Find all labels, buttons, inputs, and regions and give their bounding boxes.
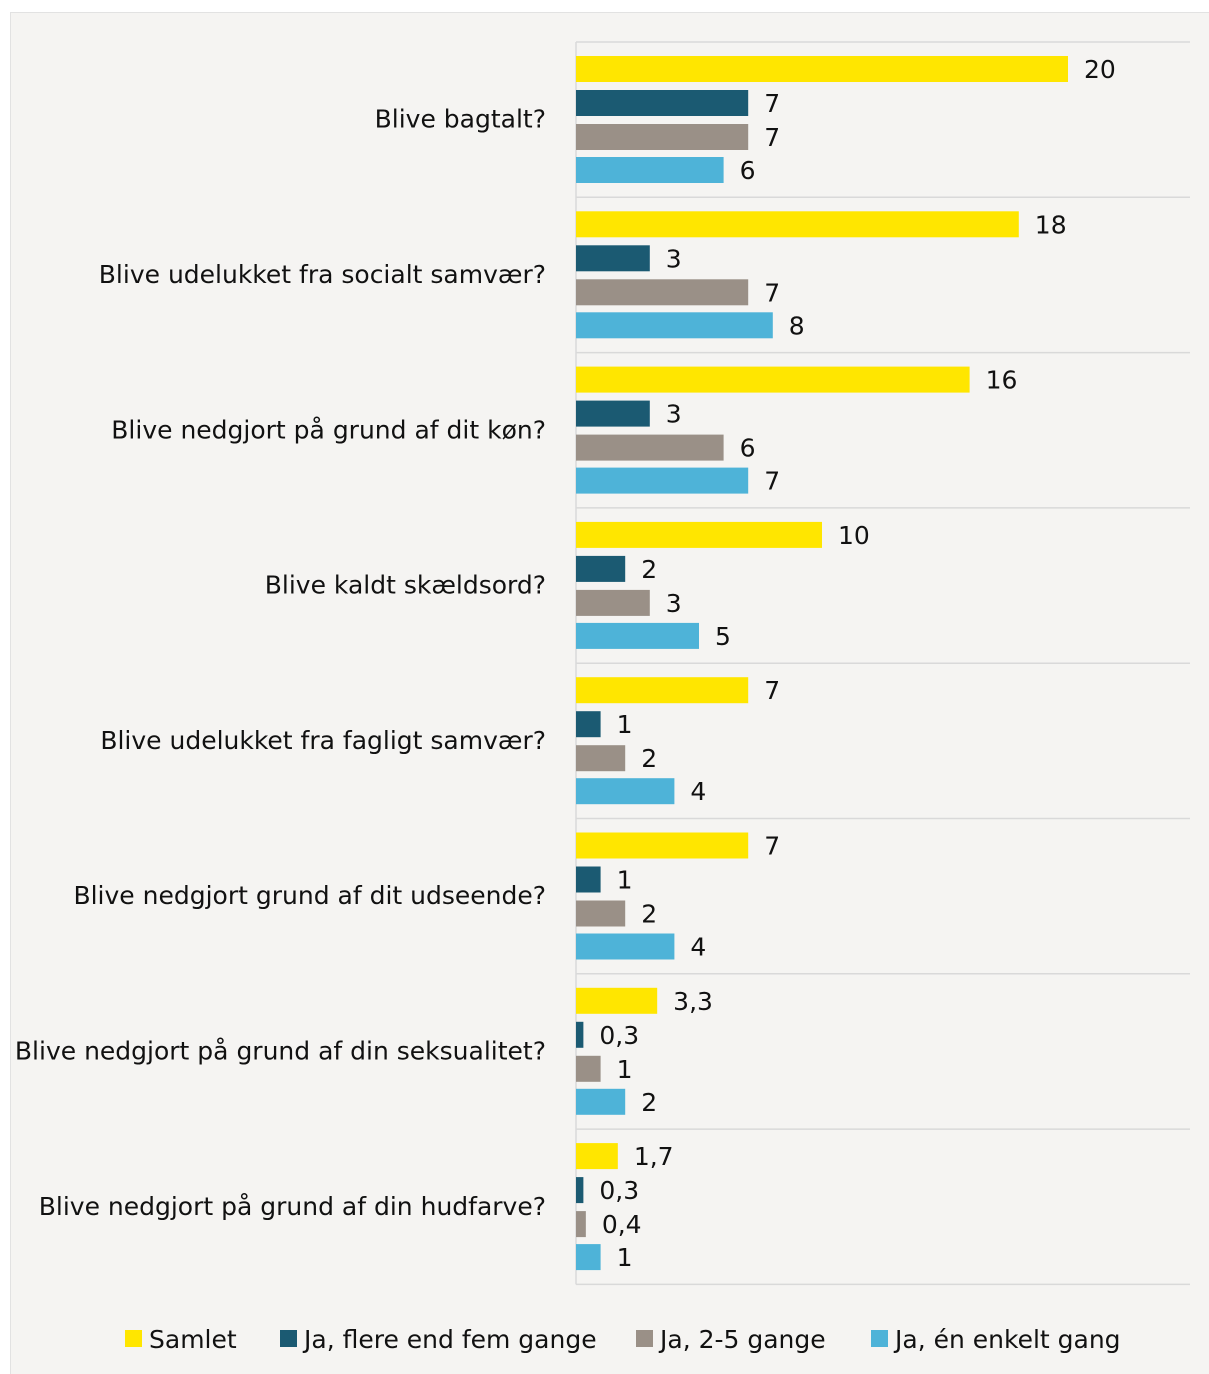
bar [576, 400, 650, 427]
data-label: 2 [641, 900, 657, 929]
bar [576, 900, 626, 927]
data-label: 1,7 [634, 1142, 674, 1171]
legend-swatch [636, 1330, 653, 1347]
data-label: 7 [764, 278, 780, 307]
category-label: Blive bagtalt? [375, 105, 546, 134]
data-label: 7 [764, 123, 780, 152]
bar [576, 1244, 601, 1271]
bar [576, 677, 749, 704]
bar [576, 366, 970, 393]
data-label: 1 [617, 1243, 633, 1272]
bar [576, 589, 650, 616]
data-label: 7 [764, 89, 780, 118]
data-label: 3 [666, 244, 682, 273]
legend-swatch [125, 1330, 142, 1347]
data-label: 8 [789, 311, 805, 340]
data-label: 3 [666, 400, 682, 429]
bar [576, 778, 675, 805]
legend-label: Ja, flere end fem gange [302, 1325, 597, 1354]
data-label: 20 [1084, 55, 1116, 84]
bar [576, 745, 626, 772]
legend-label: Samlet [149, 1325, 237, 1354]
data-label: 2 [641, 1088, 657, 1117]
data-label: 6 [740, 156, 756, 185]
bar [576, 124, 749, 150]
data-label: 2 [641, 555, 657, 584]
data-label: 7 [764, 676, 780, 705]
data-label: 18 [1035, 210, 1067, 239]
bar [576, 832, 749, 859]
category-label: Blive nedgjort på grund af dit køn? [111, 415, 546, 444]
data-label: 6 [740, 434, 756, 463]
data-label: 7 [764, 467, 780, 496]
data-label: 10 [838, 521, 870, 550]
bar [576, 1055, 601, 1082]
category-label: Blive nedgjort på grund af din seksualit… [15, 1036, 546, 1065]
bar [576, 1021, 584, 1048]
bar [576, 312, 773, 339]
bar [576, 211, 1019, 238]
data-label: 0,4 [602, 1210, 642, 1239]
data-label: 4 [690, 933, 706, 962]
bar [576, 1088, 626, 1115]
category-label: Blive nedgjort grund af dit udseende? [73, 881, 546, 910]
data-label: 1 [617, 866, 633, 895]
bar [576, 279, 749, 306]
data-label: 4 [690, 777, 706, 806]
bar [576, 1143, 618, 1170]
bar [576, 622, 699, 649]
bar [576, 933, 675, 960]
data-label: 3 [666, 589, 682, 618]
data-label: 16 [986, 366, 1018, 395]
data-label: 0,3 [599, 1021, 639, 1050]
category-label: Blive kaldt skældsord? [265, 571, 546, 600]
bar [576, 157, 724, 183]
data-label: 1 [617, 1055, 633, 1084]
data-label: 2 [641, 744, 657, 773]
bar [576, 56, 1068, 82]
category-label: Blive udelukket fra fagligt samvær? [100, 726, 546, 755]
bar [576, 555, 626, 582]
category-label: Blive nedgjort på grund af din hudfarve? [39, 1192, 546, 1221]
bar [576, 434, 724, 461]
category-label: Blive udelukket fra socialt samvær? [99, 260, 546, 289]
bar [576, 467, 749, 494]
bar [576, 1177, 584, 1204]
legend-label: Ja, én enkelt gang [893, 1325, 1121, 1354]
bar [576, 1211, 586, 1238]
legend-swatch [280, 1330, 297, 1347]
bar [576, 711, 601, 738]
data-label: 1 [617, 710, 633, 739]
data-label: 0,3 [599, 1176, 639, 1205]
legend-swatch [871, 1330, 888, 1347]
data-label: 7 [764, 832, 780, 861]
bar [576, 90, 749, 116]
bar [576, 521, 822, 548]
data-label: 3,3 [673, 987, 713, 1016]
bar [576, 245, 650, 272]
bar [576, 866, 601, 893]
data-label: 5 [715, 622, 731, 651]
legend-label: Ja, 2-5 gange [658, 1325, 826, 1354]
bar [576, 987, 658, 1014]
